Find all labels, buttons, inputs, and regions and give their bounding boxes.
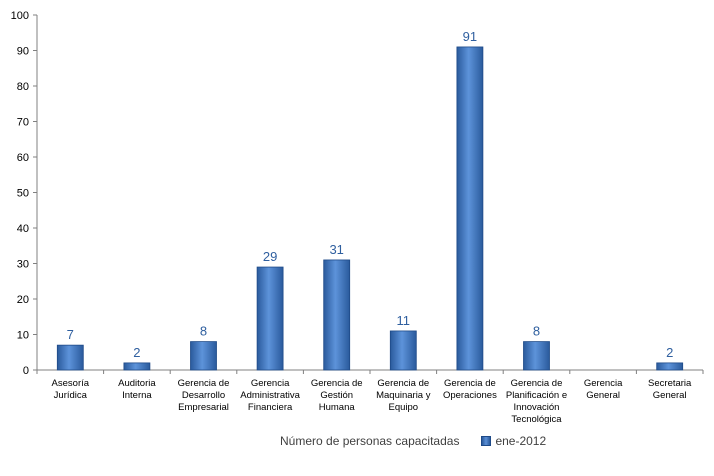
y-tick-labels: 0 10 20 30 40 50 60 70 80 90 100 xyxy=(11,10,29,377)
category-label-line: General xyxy=(586,390,620,401)
data-labels: 7 2 8 29 31 11 91 8 2 xyxy=(67,29,674,360)
category-label-line: Operaciones xyxy=(443,390,497,401)
bar xyxy=(389,330,417,371)
bar-series xyxy=(56,46,684,371)
bar xyxy=(323,259,351,371)
category-label: Gerencia de Planificación e Innovación Tecn… xyxy=(506,378,567,425)
category-label: Gerencia General xyxy=(584,378,623,401)
category-label-line: Auditoria xyxy=(118,378,156,389)
category-label: Gerencia de Desarrollo Empresarial xyxy=(178,378,230,413)
bar xyxy=(523,341,550,371)
category-label-line: Gestión xyxy=(320,390,353,401)
category-label-line: Gerencia xyxy=(584,378,623,389)
category-label: Secretaria General xyxy=(648,378,692,401)
category-label: Gerencia de Maquinaria y Equipo xyxy=(376,378,431,413)
y-tick-label: 60 xyxy=(17,152,29,164)
bar xyxy=(56,344,84,371)
y-tick-label: 70 xyxy=(17,117,29,129)
y-tick-label: 20 xyxy=(17,294,29,306)
category-label-line: Administrativa xyxy=(240,390,300,401)
y-tick-label: 50 xyxy=(17,188,29,200)
legend-title: Número de personas capacitadas xyxy=(280,434,460,448)
legend-swatch-icon xyxy=(481,436,492,446)
data-label: 2 xyxy=(133,345,140,360)
category-label: Gerencia de Operaciones xyxy=(443,378,497,401)
category-label-line: Tecnológica xyxy=(511,414,562,425)
category-label-line: Financiera xyxy=(248,402,293,413)
category-label-line: Desarrollo xyxy=(182,390,225,401)
data-label: 7 xyxy=(67,327,74,342)
y-tick-label: 0 xyxy=(23,365,29,377)
category-label-line: Gerencia de xyxy=(444,378,496,389)
bar xyxy=(656,362,684,371)
y-tick-label: 40 xyxy=(17,223,29,235)
category-label-line: Gerencia de xyxy=(178,378,230,389)
bar xyxy=(190,341,217,371)
category-label-line: Planificación e xyxy=(506,390,567,401)
category-label-line: Interna xyxy=(122,390,152,401)
data-label: 2 xyxy=(666,345,673,360)
data-label: 31 xyxy=(329,242,343,257)
category-label: Auditoria Interna xyxy=(118,378,156,401)
category-labels: Asesoría Jurídica Auditoria Interna Gerencia… xyxy=(52,378,693,425)
y-tick-label: 30 xyxy=(17,259,29,271)
category-label-line: Secretaria xyxy=(648,378,692,389)
category-label-line: General xyxy=(653,390,687,401)
category-label: Asesoría Jurídica xyxy=(52,378,90,401)
category-label-line: Maquinaria y xyxy=(376,390,431,401)
data-label: 11 xyxy=(397,313,411,328)
y-tick-label: 10 xyxy=(17,330,29,342)
category-label-line: Humana xyxy=(319,402,356,413)
chart-axes xyxy=(33,14,704,374)
data-label: 91 xyxy=(463,29,477,44)
category-label-line: Gerencia de xyxy=(511,378,563,389)
category-label-line: Gerencia xyxy=(251,378,290,389)
category-label-line: Gerencia de xyxy=(377,378,429,389)
category-label-line: Equipo xyxy=(389,402,419,413)
y-tick-label: 80 xyxy=(17,81,29,93)
bar xyxy=(456,46,484,371)
category-label: Gerencia de Gestión Humana xyxy=(311,378,363,413)
data-label: 29 xyxy=(263,249,277,264)
category-label-line: Gerencia de xyxy=(311,378,363,389)
category-label-line: Asesoría xyxy=(52,378,90,389)
data-label: 8 xyxy=(200,324,207,339)
data-label: 8 xyxy=(533,324,540,339)
category-label: Gerencia Administrativa Financiera xyxy=(240,378,300,413)
y-tick-label: 90 xyxy=(17,46,29,58)
category-label-line: Jurídica xyxy=(54,390,88,401)
bar xyxy=(123,362,151,371)
y-tick-label: 100 xyxy=(11,10,29,22)
category-label-line: Empresarial xyxy=(178,402,229,413)
category-label-line: Innovación xyxy=(514,402,560,413)
legend-series-name: ene-2012 xyxy=(495,434,547,448)
bar xyxy=(256,266,284,371)
legend: Número de personas capacitadas ene-2012 xyxy=(280,432,546,450)
